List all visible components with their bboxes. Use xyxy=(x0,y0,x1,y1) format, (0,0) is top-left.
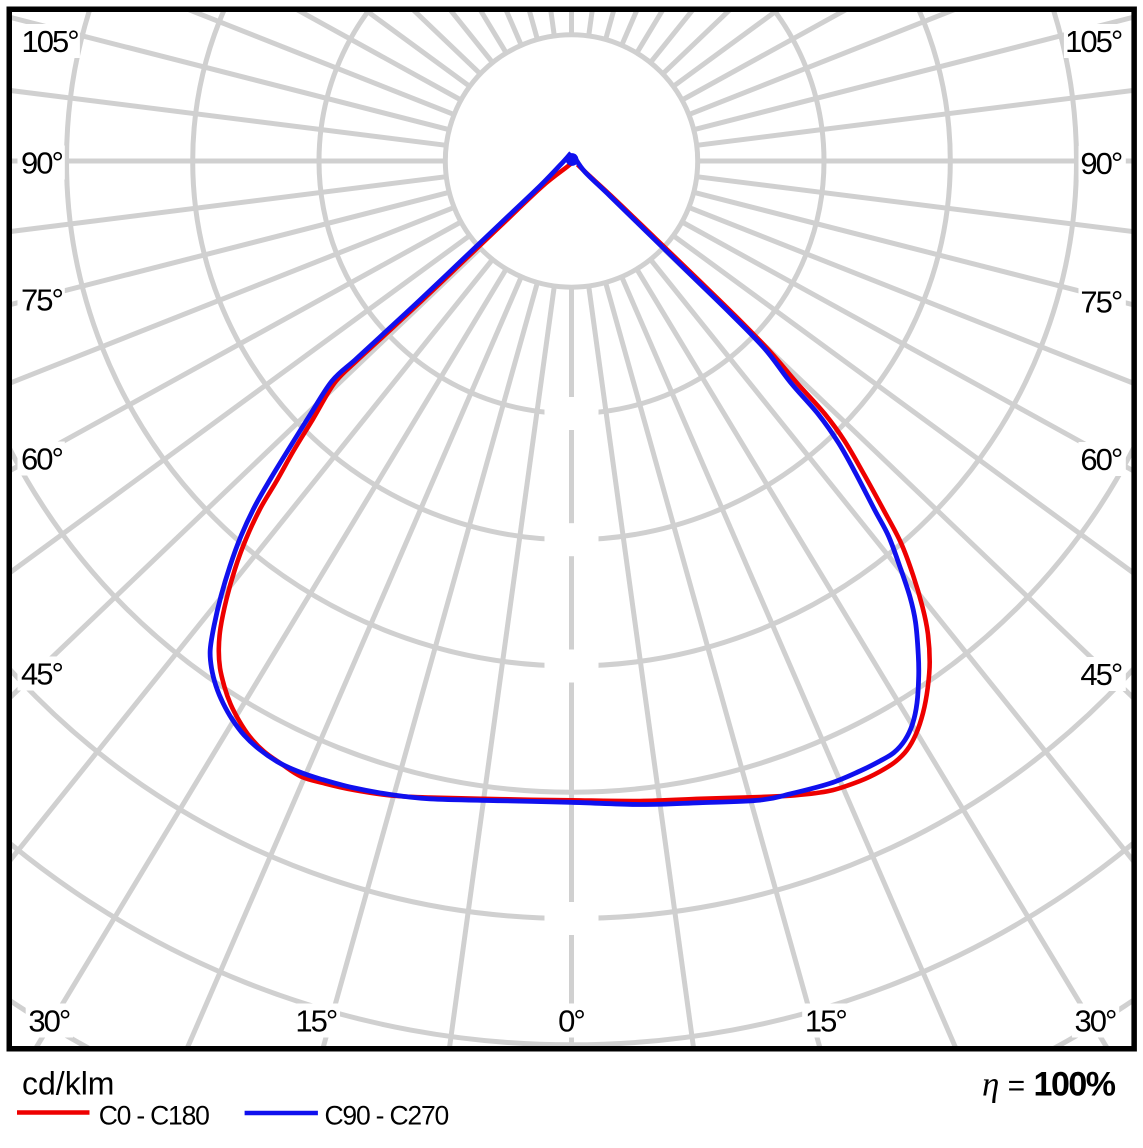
svg-text:0°: 0° xyxy=(558,1004,584,1039)
svg-text:105°: 105° xyxy=(22,24,79,59)
svg-text:75°: 75° xyxy=(21,283,62,318)
svg-text:60°: 60° xyxy=(21,442,62,477)
svg-text:90°: 90° xyxy=(1080,146,1121,181)
svg-text:C0 - C180: C0 - C180 xyxy=(99,1101,209,1131)
svg-text:C90 - C270: C90 - C270 xyxy=(325,1101,449,1131)
svg-text:30°: 30° xyxy=(1075,1004,1116,1039)
svg-text:15°: 15° xyxy=(295,1004,336,1039)
svg-text:75°: 75° xyxy=(1080,285,1121,320)
svg-text:η = 100%: η = 100% xyxy=(982,1065,1116,1104)
svg-text:cd/klm: cd/klm xyxy=(22,1066,114,1102)
svg-text:60°: 60° xyxy=(1080,442,1121,477)
svg-text:90°: 90° xyxy=(21,146,62,181)
svg-text:30°: 30° xyxy=(28,1004,69,1039)
svg-text:105°: 105° xyxy=(1065,24,1122,59)
svg-text:45°: 45° xyxy=(21,657,62,692)
svg-text:45°: 45° xyxy=(1080,657,1121,692)
svg-text:15°: 15° xyxy=(805,1004,846,1039)
